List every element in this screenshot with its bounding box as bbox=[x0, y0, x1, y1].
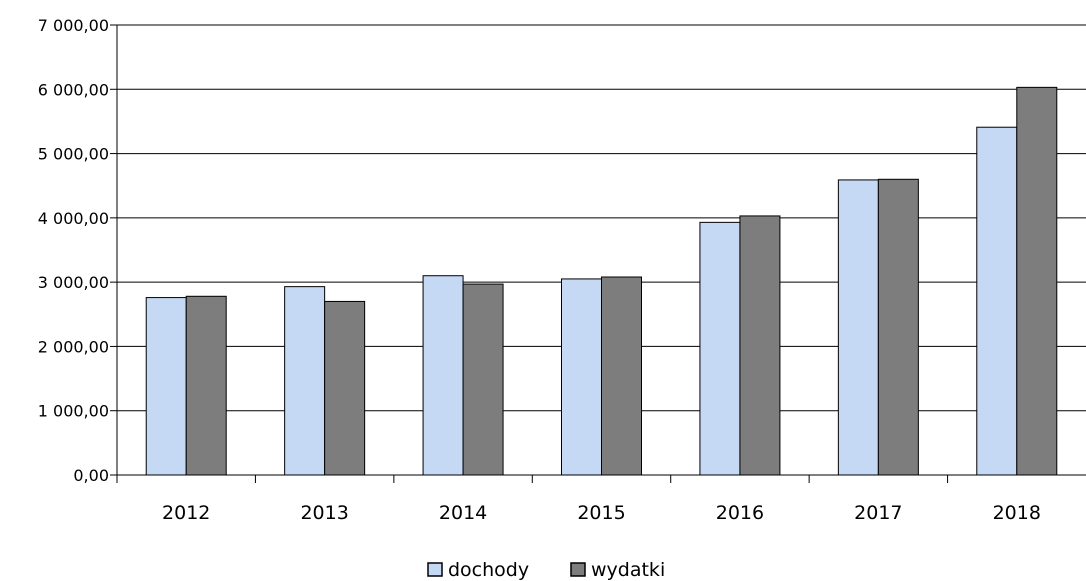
bar-dochody-2016 bbox=[699, 221, 741, 476]
legend-swatch-dochody bbox=[427, 562, 443, 577]
bars bbox=[145, 86, 1058, 476]
bar-wydatki-2018 bbox=[1016, 86, 1058, 476]
x-axis-category-labels: 2012 2013 2014 2015 2016 2017 2018 bbox=[162, 502, 1041, 524]
x-category-label: 2018 bbox=[993, 502, 1041, 524]
bar-dochody-2014 bbox=[422, 275, 464, 476]
y-tick-label: 0,00 bbox=[73, 466, 109, 485]
x-category-label: 2012 bbox=[162, 502, 210, 524]
x-category-label: 2014 bbox=[439, 502, 487, 524]
y-tick-label: 3 000,00 bbox=[38, 273, 109, 292]
x-category-label: 2015 bbox=[577, 502, 625, 524]
legend-label-wydatki: wydatki bbox=[591, 559, 665, 581]
bar-wydatki-2012 bbox=[185, 295, 227, 476]
y-tick-label: 7 000,00 bbox=[38, 16, 109, 35]
legend-label-dochody: dochody bbox=[448, 559, 529, 581]
x-category-label: 2016 bbox=[716, 502, 764, 524]
y-axis-tick-labels: 0,00 1 000,00 2 000,00 3 000,00 4 000,00 5 00… bbox=[38, 16, 109, 485]
y-tick-label: 2 000,00 bbox=[38, 337, 109, 356]
bar-wydatki-2017 bbox=[877, 178, 919, 476]
bar-dochody-2017 bbox=[837, 179, 879, 476]
bar-dochody-2018 bbox=[976, 126, 1018, 476]
y-tick-label: 6 000,00 bbox=[38, 80, 109, 99]
bar-wydatki-2013 bbox=[324, 300, 366, 476]
y-tick-label: 5 000,00 bbox=[38, 145, 109, 164]
bar-dochody-2013 bbox=[284, 286, 326, 476]
legend-swatch-wydatki bbox=[570, 562, 586, 577]
bar-wydatki-2016 bbox=[739, 215, 781, 476]
y-tick-label: 1 000,00 bbox=[38, 402, 109, 421]
legend: dochody wydatki bbox=[427, 559, 665, 581]
bar-dochody-2012 bbox=[145, 297, 187, 476]
x-category-label: 2017 bbox=[854, 502, 902, 524]
bar-wydatki-2014 bbox=[462, 283, 504, 476]
axes bbox=[110, 24, 1086, 483]
bar-wydatki-2015 bbox=[601, 276, 642, 476]
bar-dochody-2015 bbox=[561, 278, 602, 476]
y-tick-label: 4 000,00 bbox=[38, 209, 109, 228]
x-category-label: 2013 bbox=[300, 502, 348, 524]
